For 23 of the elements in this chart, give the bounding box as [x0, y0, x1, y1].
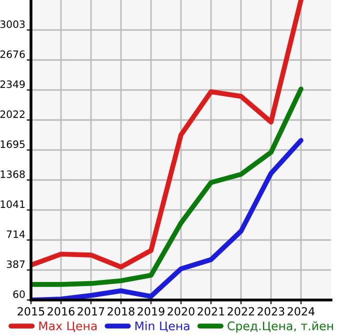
x-tick-label: 2021 [198, 307, 224, 316]
x-tick-label: 2019 [138, 307, 164, 316]
y-tick-label: 2022 [0, 110, 24, 118]
y-tick-label: 2676 [0, 50, 25, 58]
y-tick-label: 1041 [0, 200, 25, 208]
x-tick-label: 2015 [18, 307, 44, 316]
x-tick-label: 2018 [108, 307, 134, 316]
legend-label: Сред.Цена, т.йен [228, 321, 333, 333]
y-tick-label: 3003 [0, 20, 25, 28]
y-tick-label: 714 [6, 230, 25, 238]
x-tick-label: 2022 [228, 307, 254, 316]
x-tick-label: 2024 [288, 307, 315, 316]
y-tick-label: 2349 [0, 80, 25, 88]
legend-label: Max Цена [39, 322, 97, 332]
x-tick-label: 2016 [48, 307, 74, 316]
y-tick-label: 60 [13, 290, 25, 298]
x-tick-label: 2023 [258, 307, 284, 316]
x-tick-label: 2017 [78, 307, 104, 316]
y-tick-label: 1695 [0, 140, 25, 148]
y-tick-label: 1368 [0, 170, 25, 178]
x-tick-label: 2020 [168, 307, 194, 316]
y-tick-label: 387 [6, 260, 25, 268]
legend-label: Min Цена [135, 321, 190, 332]
